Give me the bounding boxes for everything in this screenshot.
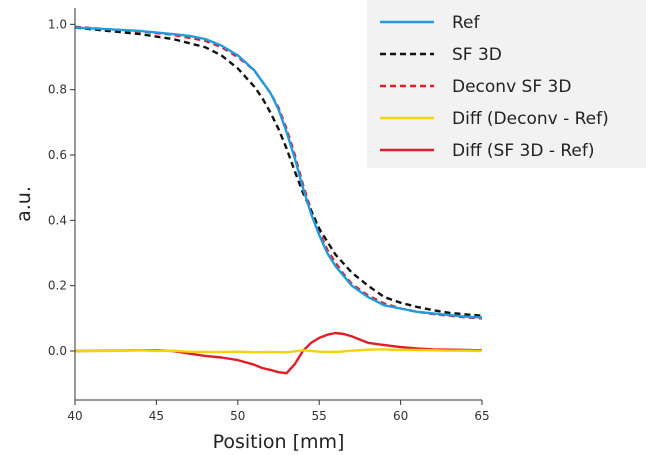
- x-tick-label: 60: [393, 409, 408, 423]
- legend: Ref SF 3D Deconv SF 3D Diff (Deconv - Ref) D…: [367, 0, 646, 168]
- legend-label: Diff (SF 3D - Ref): [452, 141, 595, 161]
- x-tick-label: 65: [474, 409, 489, 423]
- legend-label: Ref: [452, 13, 481, 33]
- x-axis-title: Position [mm]: [213, 431, 345, 453]
- series-line-3: [75, 348, 483, 354]
- x-tick-label: 45: [149, 409, 164, 423]
- y-tick-label: 0.8: [48, 83, 67, 97]
- y-tick-label: 1.0: [48, 17, 67, 31]
- y-tick-label: 0.4: [48, 213, 67, 227]
- legend-label: SF 3D: [452, 45, 502, 65]
- y-tick-label: 0.2: [48, 279, 67, 293]
- y-tick-label: 0.6: [48, 148, 67, 162]
- y-tick-label: 0.0: [48, 344, 67, 358]
- x-ticks: 40 45 50 55 60 65: [67, 400, 490, 423]
- y-axis-title: a.u.: [13, 186, 35, 222]
- x-tick-label: 40: [67, 409, 82, 423]
- legend-box: [367, 0, 646, 168]
- x-tick-label: 55: [312, 409, 327, 423]
- legend-label: Diff (Deconv - Ref): [452, 109, 609, 129]
- legend-label: Deconv SF 3D: [452, 77, 571, 97]
- plot-lines: [74, 25, 483, 375]
- y-ticks: 0.0 0.2 0.4 0.6 0.8 1.0: [48, 17, 75, 358]
- x-tick-label: 50: [230, 409, 245, 423]
- series-line-1: [74, 26, 483, 317]
- series-line-0: [74, 26, 483, 319]
